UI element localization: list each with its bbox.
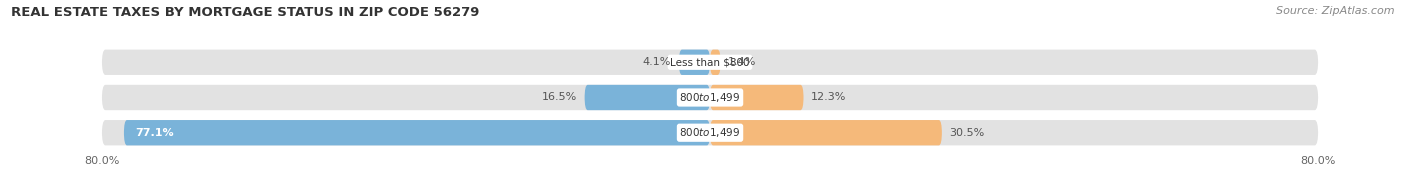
Text: $800 to $1,499: $800 to $1,499 [679,126,741,139]
FancyBboxPatch shape [710,85,804,110]
FancyBboxPatch shape [101,85,1319,110]
Text: 77.1%: 77.1% [135,128,174,138]
Text: Less than $800: Less than $800 [671,57,749,67]
FancyBboxPatch shape [101,120,1319,145]
Text: 12.3%: 12.3% [811,92,846,103]
FancyBboxPatch shape [679,50,710,75]
Text: 16.5%: 16.5% [541,92,576,103]
FancyBboxPatch shape [710,120,942,145]
FancyBboxPatch shape [585,85,710,110]
FancyBboxPatch shape [710,50,721,75]
Text: REAL ESTATE TAXES BY MORTGAGE STATUS IN ZIP CODE 56279: REAL ESTATE TAXES BY MORTGAGE STATUS IN … [11,6,479,19]
FancyBboxPatch shape [124,120,710,145]
Text: 1.4%: 1.4% [728,57,756,67]
Text: $800 to $1,499: $800 to $1,499 [679,91,741,104]
Text: 4.1%: 4.1% [643,57,671,67]
Legend: Without Mortgage, With Mortgage: Without Mortgage, With Mortgage [588,191,832,195]
FancyBboxPatch shape [101,50,1319,75]
Text: 30.5%: 30.5% [949,128,984,138]
Text: Source: ZipAtlas.com: Source: ZipAtlas.com [1277,6,1395,16]
